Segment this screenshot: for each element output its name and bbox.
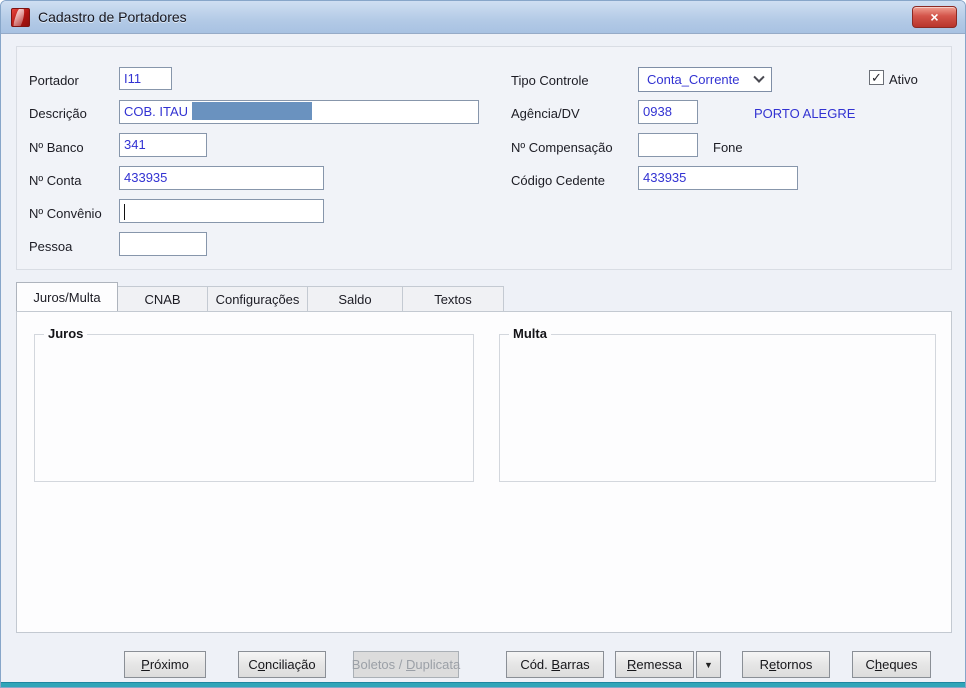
agencia-city-text: PORTO ALEGRE — [754, 106, 856, 121]
conta-value: 433935 — [124, 170, 168, 185]
tipo-controle-label: Tipo Controle — [511, 73, 589, 88]
label-part: arras — [560, 657, 590, 672]
tipo-controle-select[interactable]: Conta_Corrente — [638, 67, 772, 92]
agencia-value: 0938 — [643, 104, 672, 119]
tab-label: Textos — [434, 291, 472, 307]
tab-label: Saldo — [338, 291, 372, 307]
juros-group-title: Juros — [44, 326, 88, 341]
chevron-down-icon — [753, 71, 765, 83]
label-part: R — [759, 657, 769, 672]
banco-input[interactable]: 341 — [119, 133, 207, 157]
tab-textos[interactable]: Textos — [402, 286, 504, 311]
tab-cnab[interactable]: CNAB — [117, 286, 208, 311]
label-part: nciliação — [265, 657, 316, 672]
label-part: eques — [882, 657, 918, 672]
ativo-checkbox[interactable]: ✓ — [869, 70, 884, 85]
convenio-label: Nº Convênio — [29, 206, 102, 221]
tab-configuracoes[interactable]: Configurações — [207, 286, 308, 311]
juros-groupbox: Juros — [34, 326, 474, 482]
convenio-input[interactable] — [119, 199, 324, 223]
tipo-controle-value: Conta_Corrente — [647, 72, 740, 87]
multa-group-title: Multa — [509, 326, 551, 341]
label-accel: R — [627, 657, 637, 672]
conta-input[interactable]: 433935 — [119, 166, 324, 190]
descricao-value: COB. ITAU — [124, 104, 189, 119]
window-title: Cadastro de Portadores — [38, 9, 187, 25]
agencia-input[interactable]: 0938 — [638, 100, 698, 124]
title-bar[interactable]: Cadastro de Portadores × — [1, 1, 965, 34]
tab-label: Configurações — [215, 291, 300, 307]
dropdown-arrow-icon: ▼ — [704, 659, 713, 670]
close-icon: × — [930, 9, 939, 25]
label-part: uplicata — [415, 657, 461, 672]
label-part: Cód. — [520, 657, 552, 672]
remessa-dropdown-button[interactable]: ▼ — [696, 651, 721, 678]
tab-content-juros-multa: Juros Multa — [16, 311, 952, 633]
tab-label: CNAB — [144, 291, 181, 307]
text-caret — [124, 203, 125, 220]
label-part: C — [248, 657, 258, 672]
window-bottom-edge — [1, 682, 965, 687]
label-part: tornos — [776, 657, 813, 672]
banco-value: 341 — [124, 137, 146, 152]
multa-groupbox: Multa — [499, 326, 936, 482]
label-part: Boletos / — [351, 657, 406, 672]
label-accel: e — [769, 657, 777, 672]
cedente-input[interactable]: 433935 — [638, 166, 798, 190]
tab-saldo[interactable]: Saldo — [307, 286, 403, 311]
tab-label: Juros/Multa — [33, 289, 101, 305]
ativo-label: Ativo — [889, 72, 918, 87]
check-icon: ✓ — [871, 69, 882, 85]
agencia-label: Agência/DV — [511, 106, 580, 121]
label-part: emessa — [636, 657, 682, 672]
label-part: C — [865, 657, 875, 672]
compensacao-input[interactable] — [638, 133, 698, 157]
close-button[interactable]: × — [912, 6, 957, 28]
compensacao-label: Nº Compensação — [511, 140, 613, 155]
label-accel: h — [874, 657, 883, 672]
portador-value: I11 — [124, 71, 142, 86]
descricao-label: Descrição — [29, 106, 87, 121]
app-icon — [11, 7, 30, 27]
tab-strip: Juros/Multa CNAB Configurações Saldo Tex… — [16, 282, 504, 311]
label-accel: D — [406, 657, 416, 672]
cedente-value: 433935 — [643, 170, 687, 185]
banco-label: Nº Banco — [29, 140, 84, 155]
conta-label: Nº Conta — [29, 173, 82, 188]
fone-label: Fone — [713, 140, 743, 155]
label-accel: B — [551, 657, 561, 672]
label-accel: o — [257, 657, 266, 672]
label-accel: P — [141, 657, 150, 672]
portador-input[interactable]: I11 — [119, 67, 172, 90]
redacted-text-block — [191, 102, 312, 121]
portador-label: Portador — [29, 73, 79, 88]
tab-juros-multa[interactable]: Juros/Multa — [16, 282, 118, 311]
label-part: róximo — [149, 657, 189, 672]
pessoa-input[interactable] — [119, 232, 207, 256]
descricao-input[interactable]: COB. ITAU — [119, 100, 479, 124]
cedente-label: Código Cedente — [511, 173, 605, 188]
pessoa-label: Pessoa — [29, 239, 73, 254]
